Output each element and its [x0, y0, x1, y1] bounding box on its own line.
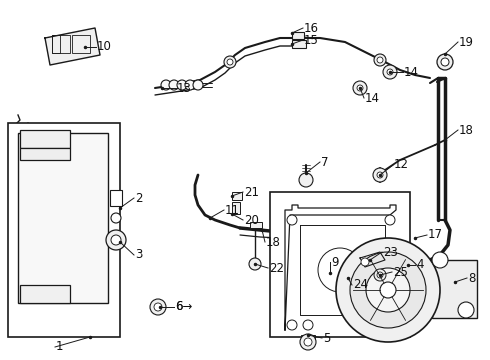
Bar — [18, 133, 108, 303]
Circle shape — [432, 252, 448, 268]
Circle shape — [154, 303, 162, 311]
Bar — [432, 260, 477, 318]
Bar — [323, 271, 333, 279]
Circle shape — [177, 80, 187, 90]
Circle shape — [387, 69, 393, 75]
Polygon shape — [45, 28, 100, 65]
Text: 24: 24 — [353, 279, 368, 292]
Bar — [232, 202, 240, 214]
Bar — [301, 335, 315, 340]
Circle shape — [441, 58, 449, 66]
Circle shape — [373, 168, 387, 182]
Text: 10: 10 — [97, 40, 112, 54]
Circle shape — [377, 172, 383, 178]
Text: 16: 16 — [304, 22, 319, 35]
Text: 18: 18 — [459, 123, 474, 136]
Bar — [20, 130, 70, 148]
Circle shape — [227, 59, 233, 65]
Circle shape — [353, 81, 367, 95]
Text: 1: 1 — [56, 341, 64, 354]
Bar — [232, 192, 242, 200]
Circle shape — [111, 213, 121, 223]
Circle shape — [185, 80, 195, 90]
Circle shape — [374, 54, 386, 66]
Circle shape — [377, 57, 383, 63]
Bar — [110, 190, 122, 206]
Text: 23: 23 — [383, 246, 398, 258]
Text: 9: 9 — [331, 256, 339, 269]
Circle shape — [361, 258, 369, 266]
Circle shape — [303, 320, 313, 330]
Circle shape — [377, 272, 383, 278]
Text: 12: 12 — [394, 158, 409, 171]
Circle shape — [287, 320, 297, 330]
Bar — [8, 123, 120, 337]
Text: 4: 4 — [416, 258, 423, 271]
Circle shape — [336, 238, 440, 342]
Bar — [292, 32, 304, 39]
Circle shape — [287, 215, 297, 225]
Circle shape — [374, 269, 386, 281]
Circle shape — [150, 299, 166, 315]
Text: 15: 15 — [304, 33, 319, 46]
Text: 17: 17 — [428, 229, 443, 242]
Bar — [250, 222, 262, 228]
Circle shape — [161, 80, 171, 90]
Circle shape — [249, 258, 261, 270]
Circle shape — [458, 302, 474, 318]
Text: 19: 19 — [459, 36, 474, 49]
Circle shape — [224, 56, 236, 68]
Bar — [52, 35, 70, 53]
Text: 8: 8 — [468, 271, 475, 284]
Bar — [292, 40, 306, 48]
Circle shape — [385, 215, 395, 225]
Polygon shape — [285, 205, 396, 330]
Circle shape — [300, 334, 316, 350]
Bar — [270, 192, 410, 337]
Text: 11: 11 — [225, 203, 240, 216]
Circle shape — [169, 80, 179, 90]
Circle shape — [193, 80, 203, 90]
Text: 7: 7 — [321, 156, 328, 168]
Text: 18: 18 — [266, 235, 281, 248]
Circle shape — [357, 85, 363, 91]
Circle shape — [106, 230, 126, 250]
Text: 14: 14 — [404, 66, 419, 78]
Circle shape — [383, 65, 397, 79]
Circle shape — [299, 173, 313, 187]
Text: 20: 20 — [244, 213, 259, 226]
Circle shape — [111, 235, 121, 245]
Circle shape — [437, 54, 453, 70]
Circle shape — [318, 248, 362, 292]
Text: 21: 21 — [244, 185, 259, 198]
Circle shape — [366, 268, 410, 312]
Bar — [20, 148, 70, 160]
Text: 25: 25 — [393, 266, 408, 279]
Text: 13: 13 — [177, 81, 192, 94]
Text: 5: 5 — [323, 332, 330, 345]
Bar — [52, 35, 60, 53]
Circle shape — [304, 338, 312, 346]
Bar — [20, 285, 70, 303]
Text: 3: 3 — [135, 248, 143, 261]
Text: 22: 22 — [269, 261, 284, 274]
Text: 14: 14 — [365, 91, 380, 104]
Circle shape — [350, 252, 426, 328]
Bar — [72, 35, 90, 53]
Text: 6: 6 — [175, 301, 182, 314]
Bar — [343, 272, 357, 290]
Text: 2: 2 — [135, 192, 143, 204]
Polygon shape — [360, 252, 385, 267]
Text: 6→: 6→ — [175, 301, 193, 314]
Circle shape — [380, 282, 396, 298]
